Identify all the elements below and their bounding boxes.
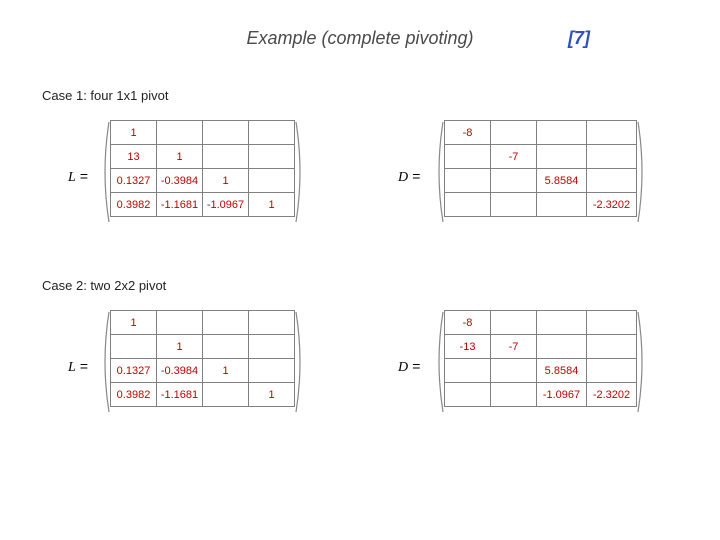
cell: -2.3202 (587, 193, 637, 217)
cell (445, 193, 491, 217)
reference-label: [7] (568, 28, 590, 49)
eq-L2-label: L = (68, 358, 88, 376)
cell (491, 121, 537, 145)
cell (491, 383, 537, 407)
paren-right-icon (295, 310, 305, 407)
cell: -1.0967 (203, 193, 249, 217)
cell: -1.0967 (537, 383, 587, 407)
matrix-D2-table: -8 -13 -7 5.8584 -1.0967 -2. (444, 310, 637, 407)
paren-right-icon (637, 310, 647, 407)
cell (491, 169, 537, 193)
cell: -8 (445, 311, 491, 335)
cell (491, 193, 537, 217)
matrix-L2: 1 1 0.1327 -0.3984 1 0.3982 -1.1681 (100, 310, 305, 407)
paren-left-icon (100, 120, 110, 217)
cell: 1 (249, 193, 295, 217)
cell (249, 145, 295, 169)
cell: -13 (445, 335, 491, 359)
cell: 1 (111, 311, 157, 335)
cell (445, 145, 491, 169)
cell: -1.1681 (157, 193, 203, 217)
paren-left-icon (434, 120, 444, 217)
cell (203, 121, 249, 145)
eq-D2-label: D = (398, 358, 420, 376)
paren-right-icon (295, 120, 305, 217)
cell (203, 145, 249, 169)
matrix-L1: 1 13 1 0.1327 -0.3984 1 0.3982 -1.1681 - (100, 120, 305, 217)
cell (157, 311, 203, 335)
paren-left-icon (434, 310, 444, 407)
cell: 1 (157, 335, 203, 359)
cell: 0.1327 (111, 359, 157, 383)
eq-D1-label: D = (398, 168, 420, 186)
matrix-L2-table: 1 1 0.1327 -0.3984 1 0.3982 -1.1681 (110, 310, 295, 407)
cell: -7 (491, 335, 537, 359)
cell: -7 (491, 145, 537, 169)
cell: -2.3202 (587, 383, 637, 407)
paren-left-icon (100, 310, 110, 407)
matrix-D1: -8 -7 5.8584 -2.3202 (434, 120, 647, 217)
cell (537, 121, 587, 145)
cell: 5.8584 (537, 169, 587, 193)
cell (445, 383, 491, 407)
cell: -1.1681 (157, 383, 203, 407)
cell (111, 335, 157, 359)
case1-label: Case 1: four 1x1 pivot (42, 88, 168, 103)
eq-L1-label: L = (68, 168, 88, 186)
cell (203, 311, 249, 335)
cell: -8 (445, 121, 491, 145)
cell (587, 121, 637, 145)
cell (203, 335, 249, 359)
cell: 0.1327 (111, 169, 157, 193)
title-row: Example (complete pivoting) (0, 28, 720, 49)
cell: 5.8584 (537, 359, 587, 383)
cell (249, 359, 295, 383)
cell: 0.3982 (111, 193, 157, 217)
cell: -0.3984 (157, 359, 203, 383)
cell: -0.3984 (157, 169, 203, 193)
cell (587, 145, 637, 169)
cell (537, 145, 587, 169)
cell (249, 335, 295, 359)
page-title: Example (complete pivoting) (246, 28, 473, 48)
cell (445, 359, 491, 383)
case2-label: Case 2: two 2x2 pivot (42, 278, 166, 293)
matrix-D1-table: -8 -7 5.8584 -2.3202 (444, 120, 637, 217)
cell (587, 169, 637, 193)
cell (537, 193, 587, 217)
cell (587, 311, 637, 335)
cell: 1 (249, 383, 295, 407)
matrix-D2: -8 -13 -7 5.8584 -1.0967 -2. (434, 310, 647, 407)
cell: 1 (111, 121, 157, 145)
slide-root: { "title": "Example (complete pivoting)"… (0, 0, 720, 540)
cell (445, 169, 491, 193)
cell: 1 (203, 169, 249, 193)
cell (537, 335, 587, 359)
cell: 1 (203, 359, 249, 383)
cell: 13 (111, 145, 157, 169)
cell (249, 121, 295, 145)
cell (157, 121, 203, 145)
cell (249, 311, 295, 335)
cell: 1 (157, 145, 203, 169)
cell (587, 359, 637, 383)
cell (537, 311, 587, 335)
matrix-L1-table: 1 13 1 0.1327 -0.3984 1 0.3982 -1.1681 - (110, 120, 295, 217)
cell (491, 311, 537, 335)
cell (203, 383, 249, 407)
cell (587, 335, 637, 359)
cell (491, 359, 537, 383)
paren-right-icon (637, 120, 647, 217)
cell (249, 169, 295, 193)
cell: 0.3982 (111, 383, 157, 407)
